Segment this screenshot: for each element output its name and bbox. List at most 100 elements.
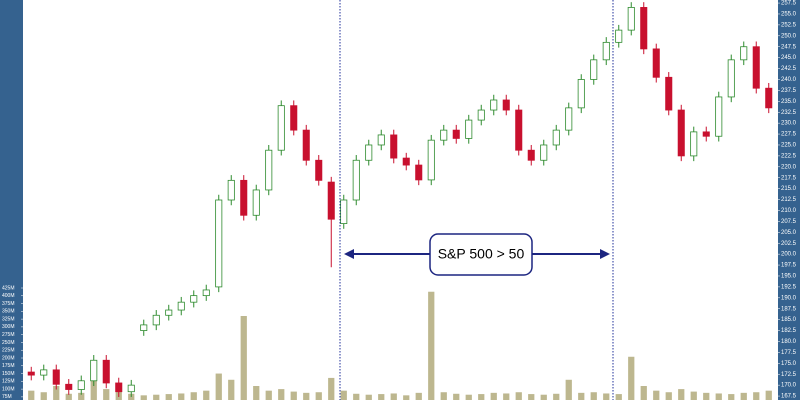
y-tick-label: 257.5 — [781, 1, 797, 7]
y-tick-label: 252.5 — [781, 22, 797, 28]
y-tick-label: 177.5 — [781, 350, 797, 356]
annotation: S&P 500 > 50 — [438, 246, 525, 262]
candle-body — [390, 134, 398, 159]
volume-bar — [215, 373, 222, 400]
candle-body — [115, 382, 123, 393]
y-tick-label: 200.0 — [781, 252, 797, 258]
candle-body — [377, 134, 385, 146]
volume-tick-label: 400M — [2, 293, 15, 299]
y-tick-label: 172.5 — [781, 372, 797, 378]
volume-tick-label: 275M — [2, 332, 15, 338]
volume-bar — [528, 394, 535, 400]
candle-body — [727, 59, 735, 98]
y-tick-label: 185.0 — [781, 317, 797, 323]
y-tick-label: 240.0 — [781, 77, 797, 83]
volume-bar — [703, 392, 710, 400]
candle-body — [765, 87, 773, 109]
candle-body — [190, 295, 198, 303]
volume-bar — [165, 394, 172, 400]
volume-bar — [578, 392, 585, 400]
volume-tick-label: 225M — [2, 348, 15, 354]
candle-body — [677, 109, 685, 157]
volume-bar — [340, 390, 347, 400]
volume-bar — [640, 386, 647, 400]
volume-bar — [565, 379, 572, 400]
candle-body — [665, 76, 673, 111]
left-axis-strip — [0, 0, 23, 400]
candle-body — [740, 46, 748, 61]
candle-body — [515, 109, 523, 151]
volume-bar — [228, 379, 235, 400]
volume-bar — [603, 393, 610, 400]
volume-tick-label: 150M — [2, 371, 15, 377]
volume-tick-label: 125M — [2, 379, 15, 385]
volume-bar — [428, 291, 435, 400]
volume-bar — [415, 392, 422, 400]
candle-body — [65, 383, 73, 390]
candle-body — [540, 144, 548, 161]
arrow-head — [600, 249, 610, 259]
volume-bar — [653, 390, 660, 400]
y-tick-label: 255.0 — [781, 12, 797, 18]
y-tick-label: 250.0 — [781, 33, 797, 39]
candle-body — [415, 164, 423, 181]
candle-body — [602, 41, 610, 61]
candle-body — [352, 159, 360, 201]
volume-bar — [253, 386, 260, 400]
candle-layer — [27, 2, 773, 397]
volume-bar — [540, 394, 547, 400]
volume-bar — [240, 316, 247, 400]
volume-bar — [440, 392, 447, 400]
candle-body — [477, 109, 485, 121]
volume-bar — [78, 392, 85, 400]
volume-tick-label: 350M — [2, 309, 15, 315]
volume-bar — [665, 392, 672, 400]
candle-body — [265, 149, 273, 191]
candle-body — [365, 144, 373, 161]
candle-body — [452, 129, 460, 139]
volume-bar — [265, 390, 272, 400]
candle-body — [40, 369, 48, 376]
volume-bar — [753, 392, 760, 400]
volume-bar — [553, 393, 560, 400]
volume-bar — [65, 393, 72, 400]
volume-bar — [590, 392, 597, 400]
candle-body — [177, 301, 185, 311]
volume-tick-label: 375M — [2, 301, 15, 307]
volume-bar — [203, 390, 210, 400]
volume-bar — [28, 390, 35, 400]
y-tick-label: 202.5 — [781, 241, 797, 247]
candle-body — [227, 179, 235, 201]
volume-bar — [303, 392, 310, 400]
volume-bar — [90, 373, 97, 400]
volume-bar — [103, 389, 110, 400]
candle-body — [277, 105, 285, 151]
volume-bar — [328, 377, 335, 400]
volume-bar — [390, 393, 397, 400]
volume-bar — [290, 391, 297, 400]
candle-body — [490, 99, 498, 111]
y-tick-label: 180.0 — [781, 339, 797, 345]
candle-body — [102, 359, 110, 384]
y-tick-label: 182.5 — [781, 328, 797, 334]
candle-body — [140, 324, 148, 331]
annotation-box — [429, 233, 533, 276]
right-axis-strip — [778, 0, 800, 400]
candle-body — [290, 105, 298, 131]
y-tick-label: 217.5 — [781, 175, 797, 181]
volume-bar — [378, 394, 385, 400]
candle-body — [465, 119, 473, 139]
candle-body — [715, 96, 723, 137]
candle-body — [302, 129, 310, 161]
volume-bar — [678, 389, 685, 400]
candle-body — [127, 384, 135, 393]
volume-tick-label: 75M — [2, 394, 12, 400]
volume-bar — [740, 392, 747, 400]
volume-bar — [690, 391, 697, 400]
candle-body — [502, 99, 510, 111]
candle-body — [52, 369, 60, 385]
y-tick-label: 245.0 — [781, 55, 797, 61]
volume-bar — [628, 356, 635, 400]
